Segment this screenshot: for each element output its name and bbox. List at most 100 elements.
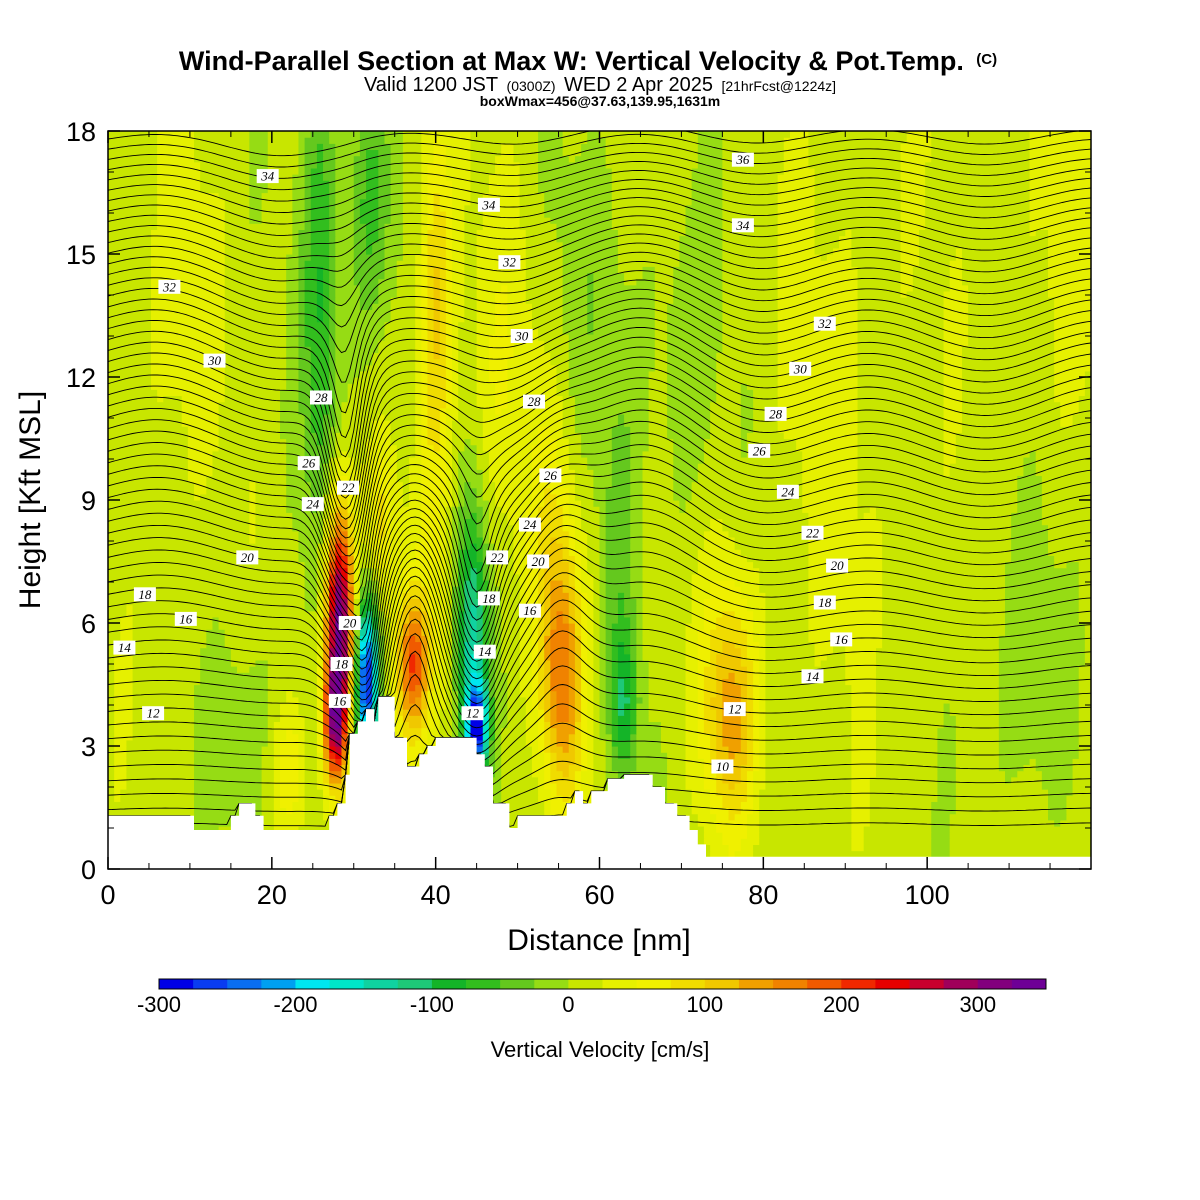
w-cell <box>611 204 687 212</box>
w-cell <box>316 782 324 790</box>
w-cell <box>562 518 576 526</box>
w-cell <box>114 672 134 679</box>
w-cell <box>366 579 373 587</box>
w-cell <box>550 592 570 599</box>
w-cell <box>323 610 330 618</box>
w-cell <box>445 327 453 335</box>
w-cell <box>495 666 502 673</box>
w-cell <box>298 795 306 802</box>
w-cell <box>495 407 502 415</box>
w-cell <box>151 303 226 310</box>
w-cell <box>931 825 951 833</box>
w-cell <box>298 309 306 317</box>
w-cell <box>439 284 447 292</box>
w-cell <box>581 506 601 513</box>
w-cell <box>335 167 355 175</box>
w-cell <box>685 684 699 692</box>
w-cell <box>550 629 570 636</box>
w-cell <box>587 463 613 470</box>
w-cell <box>181 407 220 415</box>
w-cell <box>710 629 748 636</box>
w-cell <box>544 635 551 643</box>
w-cell <box>132 641 207 649</box>
w-cell <box>574 672 582 679</box>
w-cell <box>642 506 680 513</box>
w-cell <box>298 383 312 390</box>
w-cell <box>581 149 607 157</box>
w-cell <box>900 161 926 169</box>
w-cell <box>722 229 779 237</box>
w-cell <box>501 586 521 593</box>
w-cell <box>593 623 601 630</box>
w-cell <box>777 192 816 200</box>
w-cell <box>943 346 963 353</box>
w-cell <box>753 746 760 753</box>
w-cell <box>710 789 717 796</box>
w-cell <box>857 284 902 292</box>
w-cell <box>396 715 404 722</box>
w-cell <box>605 623 613 630</box>
w-cell <box>722 167 785 175</box>
w-cell <box>746 715 754 722</box>
w-cell <box>372 241 386 249</box>
w-cell <box>298 131 312 138</box>
w-cell <box>501 143 515 151</box>
w-cell <box>353 659 361 667</box>
w-cell <box>722 247 779 255</box>
w-cell <box>286 297 300 304</box>
w-cell <box>396 653 404 661</box>
w-cell <box>224 346 287 353</box>
w-cell <box>568 487 576 495</box>
w-cell <box>335 315 392 323</box>
w-cell <box>593 284 656 292</box>
w-cell <box>538 180 613 187</box>
w-cell <box>341 709 349 716</box>
w-cell <box>304 303 318 310</box>
w-cell <box>464 290 478 298</box>
w-cell <box>329 481 336 489</box>
w-cell <box>452 659 459 667</box>
w-cell <box>722 174 779 181</box>
w-cell <box>544 696 551 704</box>
w-cell <box>538 149 564 157</box>
w-cell <box>458 586 465 593</box>
w-cell <box>476 629 484 636</box>
w-cell <box>642 653 687 661</box>
w-cell <box>538 647 545 655</box>
w-cell <box>427 666 435 673</box>
w-cell <box>900 217 926 224</box>
w-cell <box>464 266 478 274</box>
w-cell <box>157 204 226 212</box>
w-cell <box>108 383 152 390</box>
w-cell <box>304 801 324 809</box>
w-cell <box>323 666 330 673</box>
w-cell <box>335 235 355 243</box>
w-cell <box>120 789 195 796</box>
w-cell <box>875 758 939 766</box>
w-cell <box>673 469 699 476</box>
w-cell <box>1029 180 1091 187</box>
w-cell <box>464 315 478 323</box>
w-cell <box>458 358 478 366</box>
w-cell <box>298 346 312 353</box>
w-cell <box>316 715 324 722</box>
w-cell <box>280 789 300 796</box>
w-cell <box>538 131 564 138</box>
w-cell <box>581 512 601 520</box>
w-cell <box>1041 481 1091 489</box>
w-cell <box>212 469 287 476</box>
w-cell <box>452 383 459 390</box>
w-cell <box>372 475 392 483</box>
w-cell <box>562 795 570 802</box>
w-cell <box>581 143 607 151</box>
w-cell <box>439 518 447 526</box>
w-cell <box>402 659 410 667</box>
w-cell <box>998 752 1080 759</box>
w-cell <box>476 333 490 341</box>
w-cell <box>310 247 330 255</box>
w-cell <box>273 770 281 778</box>
w-cell <box>452 561 459 569</box>
w-cell <box>372 678 379 686</box>
w-cell <box>114 758 128 766</box>
w-cell <box>562 143 582 151</box>
